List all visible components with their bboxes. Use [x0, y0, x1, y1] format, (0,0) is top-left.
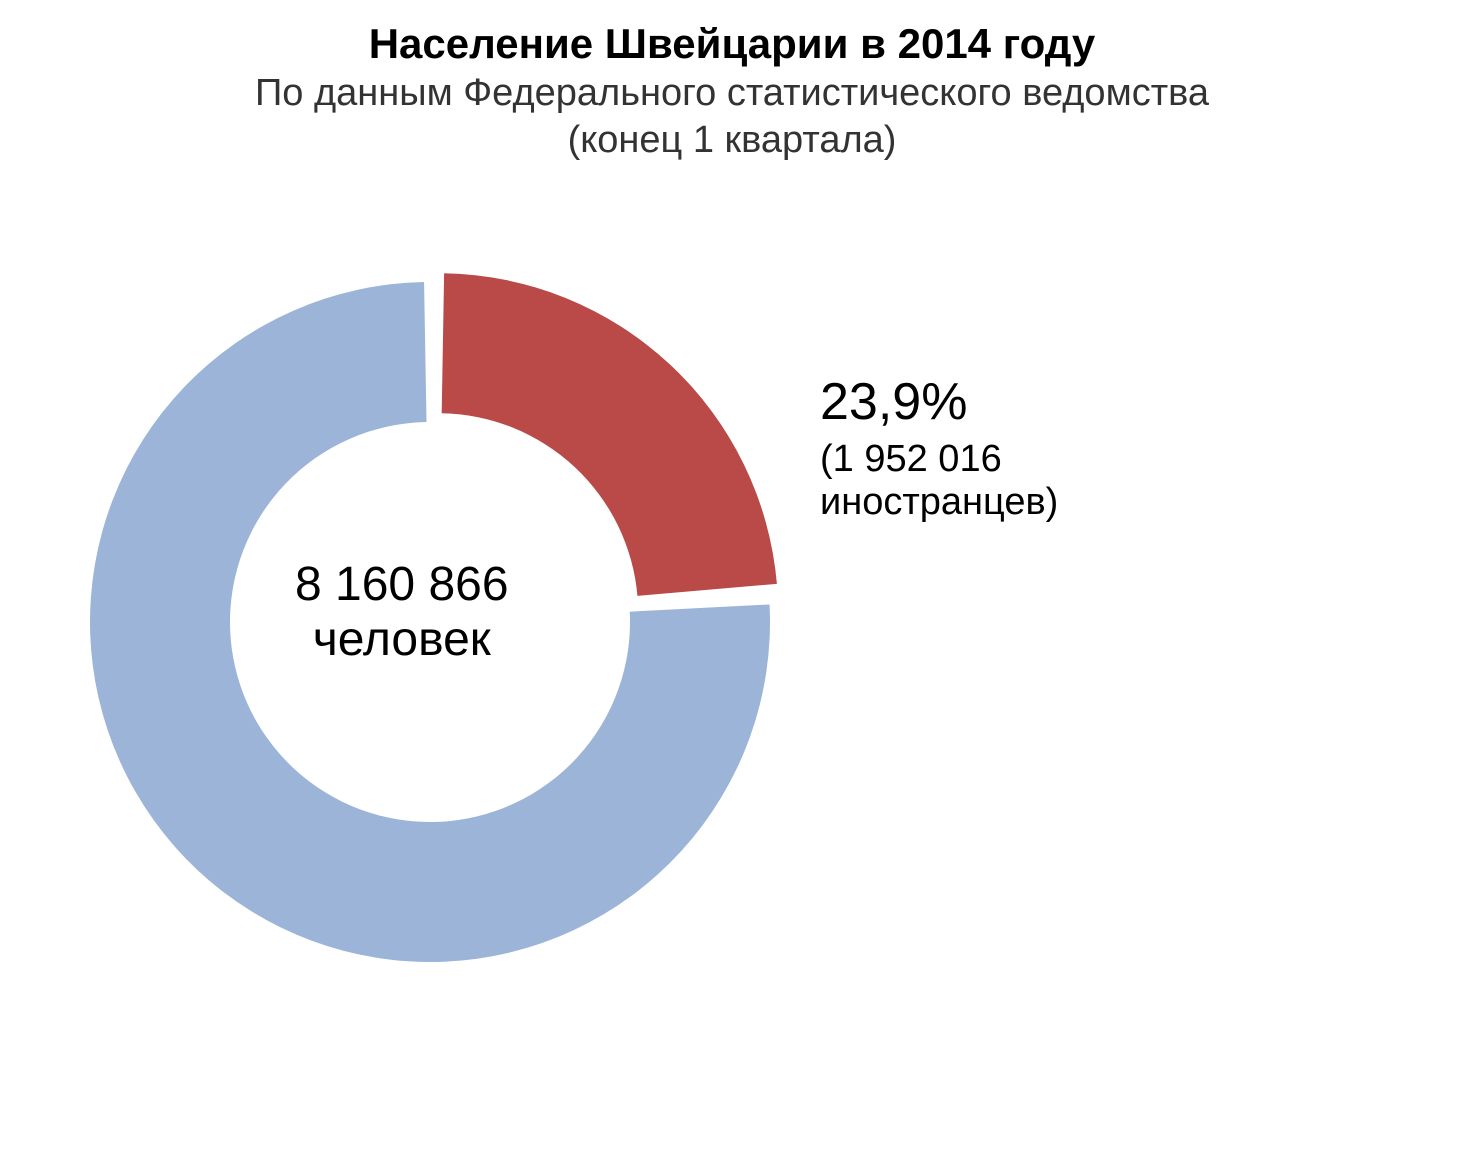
donut-center-label: 8 160 866 человек: [295, 557, 509, 667]
donut-side-label: 23,9% (1 952 016 иностранцев): [820, 372, 1160, 524]
total-population-number: 8 160 866: [295, 557, 509, 612]
chart-title: Население Швейцарии в 2014 году: [20, 20, 1444, 68]
donut-chart-svg: [60, 222, 1160, 1022]
donut-slice-foreigners: [442, 273, 777, 596]
chart-header: Население Швейцарии в 2014 году По данны…: [20, 20, 1444, 162]
donut-chart-container: 8 160 866 человек 23,9% (1 952 016 иност…: [60, 222, 1160, 1022]
foreigners-detail: (1 952 016 иностранцев): [820, 438, 1160, 524]
foreigners-percent: 23,9%: [820, 372, 1160, 432]
chart-subtitle-line2: (конец 1 квартала): [20, 119, 1444, 162]
total-population-unit: человек: [295, 612, 509, 667]
chart-subtitle-line1: По данным Федерального статистического в…: [20, 72, 1444, 115]
